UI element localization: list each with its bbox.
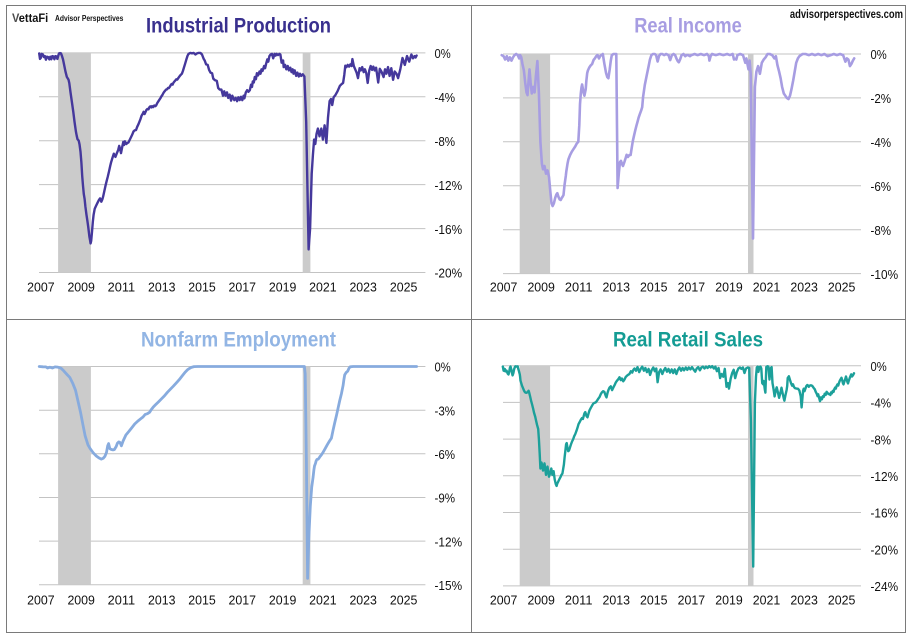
svg-text:-20%: -20% [435,266,463,281]
svg-text:2011: 2011 [108,281,136,295]
svg-text:-15%: -15% [435,578,463,593]
svg-text:2017: 2017 [229,594,257,608]
svg-text:2023: 2023 [790,281,818,295]
svg-text:-2%: -2% [871,91,892,106]
svg-text:-8%: -8% [871,223,892,238]
svg-text:2025: 2025 [828,281,856,295]
svg-text:2013: 2013 [148,281,176,295]
svg-text:-12%: -12% [435,534,463,549]
svg-text:2019: 2019 [269,281,297,295]
svg-text:0%: 0% [871,47,888,62]
svg-text:2025: 2025 [828,594,856,608]
svg-text:2007: 2007 [27,281,55,295]
svg-text:-10%: -10% [871,267,899,282]
svg-text:2009: 2009 [67,594,95,608]
svg-text:2021: 2021 [309,594,337,608]
svg-text:-8%: -8% [435,134,456,149]
svg-text:2013: 2013 [603,594,631,608]
svg-text:2021: 2021 [753,281,781,295]
svg-text:2017: 2017 [678,594,706,608]
svg-text:2011: 2011 [565,594,593,608]
svg-text:Industrial Production: Industrial Production [146,15,331,38]
svg-text:2015: 2015 [640,281,668,295]
svg-text:2013: 2013 [603,281,631,295]
svg-text:-24%: -24% [871,579,899,594]
svg-text:Nonfarm Employment: Nonfarm Employment [141,329,336,352]
svg-text:-4%: -4% [871,135,892,150]
svg-text:2013: 2013 [148,594,176,608]
svg-text:2017: 2017 [678,281,706,295]
svg-text:-20%: -20% [871,542,899,557]
svg-text:-16%: -16% [871,506,899,521]
svg-text:2009: 2009 [527,281,555,295]
svg-text:2015: 2015 [188,594,216,608]
svg-text:2011: 2011 [108,594,136,608]
svg-text:2007: 2007 [27,594,55,608]
svg-text:Real Income: Real Income [634,15,742,38]
svg-text:2009: 2009 [67,281,95,295]
svg-text:2007: 2007 [490,594,518,608]
svg-text:2019: 2019 [715,594,743,608]
svg-text:2025: 2025 [390,281,418,295]
svg-text:2015: 2015 [188,281,216,295]
svg-text:Real Retail Sales: Real Retail Sales [613,329,763,352]
svg-text:2025: 2025 [390,594,418,608]
svg-text:-16%: -16% [435,222,463,237]
svg-text:2009: 2009 [527,594,555,608]
svg-text:-4%: -4% [871,396,892,411]
svg-text:2023: 2023 [790,594,818,608]
svg-text:2017: 2017 [229,281,257,295]
svg-text:0%: 0% [871,359,888,374]
svg-text:-6%: -6% [871,179,892,194]
svg-text:2007: 2007 [490,281,518,295]
svg-text:-12%: -12% [871,469,899,484]
svg-text:-8%: -8% [871,432,892,447]
svg-text:0%: 0% [435,46,452,61]
svg-text:2023: 2023 [349,594,377,608]
svg-text:-9%: -9% [435,491,456,506]
svg-text:-3%: -3% [435,403,456,418]
svg-text:-6%: -6% [435,447,456,462]
svg-text:2021: 2021 [309,281,337,295]
svg-text:-12%: -12% [435,178,463,193]
svg-text:2019: 2019 [269,594,297,608]
svg-text:2011: 2011 [565,281,593,295]
svg-text:2021: 2021 [753,594,781,608]
svg-text:0%: 0% [435,360,452,375]
svg-text:2019: 2019 [715,281,743,295]
svg-text:2023: 2023 [349,281,377,295]
svg-text:2015: 2015 [640,594,668,608]
svg-text:-4%: -4% [435,90,456,105]
